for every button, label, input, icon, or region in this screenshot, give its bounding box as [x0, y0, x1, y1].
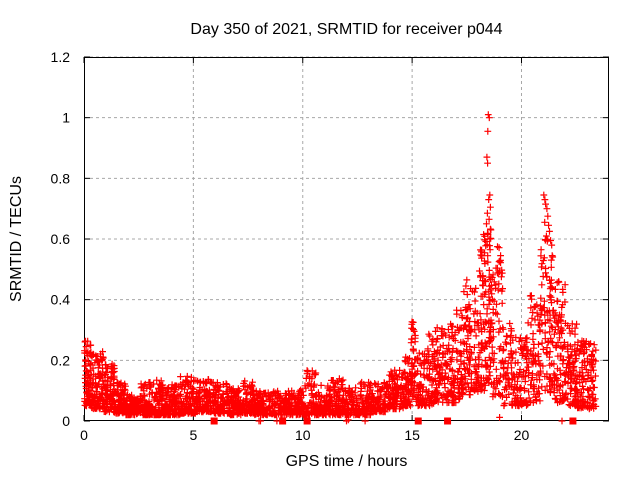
x-tick-label: 5: [189, 427, 197, 443]
y-tick-label: 0.6: [51, 231, 71, 247]
scatter-points: [81, 111, 600, 425]
y-tick-label: 0.2: [51, 352, 71, 368]
y-tick-label: 0: [62, 413, 70, 429]
x-axis-label: GPS time / hours: [285, 453, 408, 470]
y-tick-label: 0.8: [51, 170, 71, 186]
axis-ticks: [83, 56, 609, 422]
y-tick-label: 1: [62, 110, 70, 126]
y-axis-label: SRMTID / TECUs: [8, 176, 25, 302]
x-tick-label: 0: [80, 427, 88, 443]
x-tick-label: 15: [404, 427, 420, 443]
grid-lines: [84, 56, 609, 421]
axis-square-markers: [210, 417, 577, 425]
y-tick-label: 1.2: [51, 49, 71, 65]
x-tick-label: 20: [514, 427, 530, 443]
y-tick-label: 0.4: [51, 292, 71, 308]
chart-title: Day 350 of 2021, SRMTID for receiver p04…: [190, 21, 503, 38]
x-tick-label: 10: [295, 427, 311, 443]
